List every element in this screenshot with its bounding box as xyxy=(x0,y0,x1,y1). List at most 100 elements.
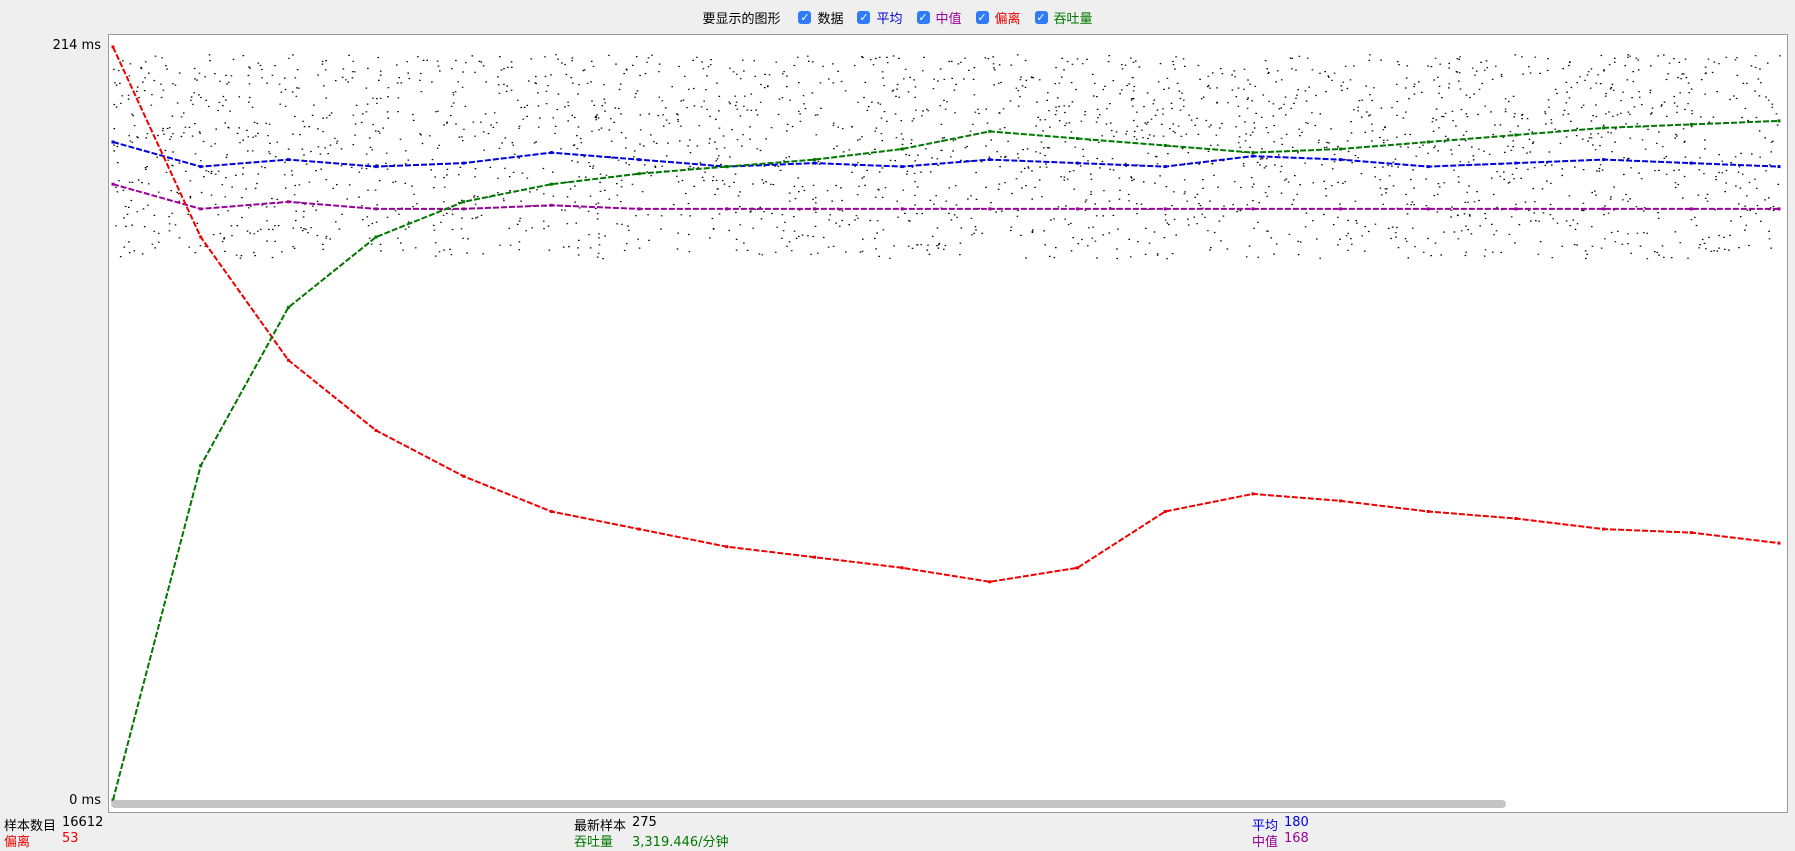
series-line xyxy=(112,46,1780,583)
series-point xyxy=(549,151,553,155)
series-point xyxy=(813,555,816,559)
legend-toggle-deviation[interactable]: ✓ 偏离 xyxy=(975,8,1021,27)
throughput-label: 吞吐量 xyxy=(574,835,614,850)
series-point xyxy=(1076,161,1079,165)
series-point xyxy=(111,182,115,186)
latest-sample-label: 最新样本 xyxy=(574,819,627,834)
series-point xyxy=(1777,541,1781,545)
series-point xyxy=(1777,165,1781,169)
series-中值 xyxy=(111,182,1781,211)
series-偏离 xyxy=(111,45,1781,584)
average-value: 180 xyxy=(1284,815,1309,830)
series-point xyxy=(111,140,115,144)
checkbox-checked-icon[interactable]: ✓ xyxy=(857,10,871,24)
series-point xyxy=(1602,527,1606,531)
series-point xyxy=(725,545,729,549)
horizontal-scrollbar[interactable] xyxy=(111,800,1506,808)
series-point xyxy=(813,161,816,165)
series-point xyxy=(1163,510,1167,513)
series-line xyxy=(112,119,1780,801)
series-point xyxy=(199,464,203,468)
series-point xyxy=(1602,126,1606,130)
series-point xyxy=(1689,207,1693,211)
series-point xyxy=(1514,207,1518,211)
series-point xyxy=(1163,165,1167,169)
series-point xyxy=(725,165,729,169)
legend-toggle-throughput[interactable]: ✓ 吞吐量 xyxy=(1034,8,1093,27)
series-point xyxy=(1163,207,1167,211)
series-point xyxy=(1339,207,1343,211)
series-point xyxy=(1426,207,1430,211)
series-point xyxy=(637,527,641,531)
y-axis-min-label: 0 ms xyxy=(69,793,101,808)
series-point xyxy=(374,235,378,239)
checkbox-checked-icon[interactable]: ✓ xyxy=(975,10,989,24)
series-point xyxy=(1339,147,1343,151)
series-point xyxy=(1602,207,1606,211)
series-point xyxy=(1251,154,1255,158)
deviation-value: 53 xyxy=(62,831,79,846)
sample-count-value: 16612 xyxy=(62,815,104,830)
legend-label-deviation: 偏离 xyxy=(994,11,1021,27)
checkbox-checked-icon[interactable]: ✓ xyxy=(798,10,812,24)
series-point xyxy=(549,182,553,186)
throughput-value: 3,319.446/分钟 xyxy=(632,835,729,850)
series-point xyxy=(988,158,992,162)
series-point xyxy=(1251,207,1255,211)
series-point xyxy=(900,207,904,211)
median-label: 中值 xyxy=(1252,835,1279,850)
series-point xyxy=(286,305,290,309)
series-point xyxy=(286,200,290,204)
series-point xyxy=(1076,566,1079,570)
series-point xyxy=(1076,137,1079,140)
data-points-group xyxy=(113,54,1781,260)
checkbox-checked-icon[interactable]: ✓ xyxy=(1034,10,1048,24)
legend-label-data: 数据 xyxy=(817,11,844,27)
series-point xyxy=(900,165,904,169)
series-point xyxy=(462,474,466,478)
series-point xyxy=(199,165,203,169)
series-point xyxy=(1163,144,1167,147)
legend-toggle-data[interactable]: ✓ 数据 xyxy=(798,8,843,27)
legend-title: 要显示的图形 xyxy=(702,11,781,27)
series-point xyxy=(1602,158,1606,162)
series-point xyxy=(1689,161,1693,165)
series-point xyxy=(1251,492,1255,496)
legend-label-average: 平均 xyxy=(876,11,903,27)
series-point xyxy=(988,207,992,211)
series-point xyxy=(374,165,378,169)
series-point xyxy=(199,235,203,239)
series-point xyxy=(462,161,466,165)
plot-area xyxy=(108,34,1788,813)
stats-panel: 样本数目 16612 偏离 53 最新样本 275 吞吐量 3,319.446/… xyxy=(0,813,1795,851)
series-point xyxy=(549,510,553,513)
latest-sample-value: 275 xyxy=(632,815,657,830)
series-point xyxy=(1426,140,1430,144)
series-point xyxy=(637,172,641,176)
series-line xyxy=(112,141,1780,168)
series-point xyxy=(1426,510,1430,513)
legend-toggle-median[interactable]: ✓ 中值 xyxy=(916,8,962,27)
series-point xyxy=(637,207,641,211)
series-point xyxy=(462,200,466,204)
legend-bar: 要显示的图形 ✓ 数据 ✓ 平均 ✓ 中值 ✓ 偏离 ✓ 吞吐量 xyxy=(0,0,1795,34)
series-point xyxy=(1339,499,1343,503)
series-point xyxy=(199,207,203,211)
series-平均 xyxy=(111,140,1781,169)
series-point xyxy=(1777,207,1781,211)
series-point xyxy=(1689,531,1693,535)
series-point xyxy=(111,45,115,49)
series-point xyxy=(725,207,729,211)
legend-label-median: 中值 xyxy=(935,11,962,27)
average-label: 平均 xyxy=(1252,819,1279,834)
series-吞吐量 xyxy=(111,119,1781,802)
checkbox-checked-icon[interactable]: ✓ xyxy=(916,10,930,24)
chart-canvas xyxy=(111,45,1781,802)
legend-toggle-average[interactable]: ✓ 平均 xyxy=(857,8,903,27)
series-point xyxy=(1076,207,1079,211)
series-point xyxy=(900,147,904,151)
series-point xyxy=(549,203,553,207)
series-point xyxy=(1251,151,1255,155)
deviation-label: 偏离 xyxy=(4,835,31,850)
series-point xyxy=(1426,165,1430,169)
